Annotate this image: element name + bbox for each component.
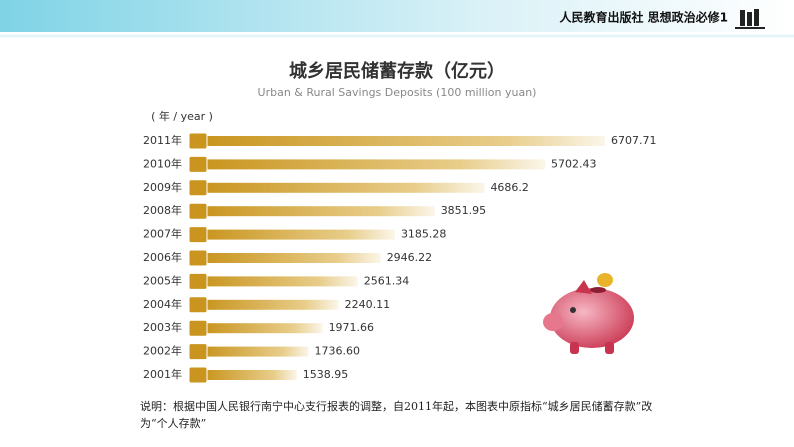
value-label: 2240.11 <box>345 298 391 311</box>
value-label: 2946.22 <box>387 251 433 264</box>
y-tick-label: 2004年 <box>143 297 182 311</box>
header-bar <box>0 0 794 32</box>
coin-icon <box>188 202 208 220</box>
header-title: 人民教育出版社 思想政治必修1 <box>559 10 728 25</box>
y-tick-label: 2002年 <box>143 344 182 358</box>
coin-icon <box>188 319 208 337</box>
y-tick-label: 2009年 <box>143 180 182 194</box>
y-tick-label: 2007年 <box>143 227 182 241</box>
value-label: 1538.95 <box>303 368 349 381</box>
y-tick-label: 2006年 <box>143 250 182 264</box>
value-label: 1971.66 <box>329 321 375 334</box>
coin-icon <box>188 226 208 244</box>
chart-subtitle: Urban & Rural Savings Deposits (100 mill… <box>258 86 537 99</box>
value-label: 5702.43 <box>551 157 597 170</box>
y-tick-label: 2003年 <box>143 320 182 334</box>
bar <box>205 182 485 193</box>
value-label: 3851.95 <box>441 204 487 217</box>
value-label: 1736.60 <box>315 345 361 358</box>
bar <box>205 346 309 357</box>
chart-title: 城乡居民储蓄存款（亿元） <box>289 60 505 82</box>
coin-icon <box>188 296 208 314</box>
value-label: 3185.28 <box>401 228 447 241</box>
value-label: 6707.71 <box>611 134 657 147</box>
y-tick-label: 2008年 <box>143 203 182 217</box>
y-tick-label: 2010年 <box>143 156 182 170</box>
coin-icon <box>188 272 208 290</box>
coin-icon <box>188 179 208 197</box>
bar <box>205 253 381 263</box>
bar <box>205 370 297 380</box>
bar <box>205 159 546 170</box>
bar <box>205 276 358 287</box>
coin-icon <box>188 343 208 361</box>
book-icon <box>735 9 765 29</box>
bar <box>205 299 339 310</box>
coin-icon <box>188 249 208 267</box>
value-label: 2561.34 <box>364 274 410 287</box>
coin-icon <box>188 366 208 384</box>
value-label: 4686.2 <box>490 181 528 194</box>
piggy-bank <box>543 273 634 354</box>
bar <box>205 136 605 146</box>
bar <box>205 323 323 334</box>
y-tick-label: 2011年 <box>143 133 182 147</box>
coin-icon <box>188 132 208 150</box>
chart-note: 说明：根据中国人民银行南宁中心支行报表的调整，自2011年起，本图表中原指标“城… <box>140 400 653 430</box>
coin-icon <box>188 155 208 173</box>
y-tick-label: 2005年 <box>143 273 182 287</box>
y-axis-label: ( 年 / year ) <box>151 109 213 123</box>
y-tick-label: 2001年 <box>143 367 182 381</box>
bar <box>205 206 435 217</box>
bar <box>205 229 395 240</box>
